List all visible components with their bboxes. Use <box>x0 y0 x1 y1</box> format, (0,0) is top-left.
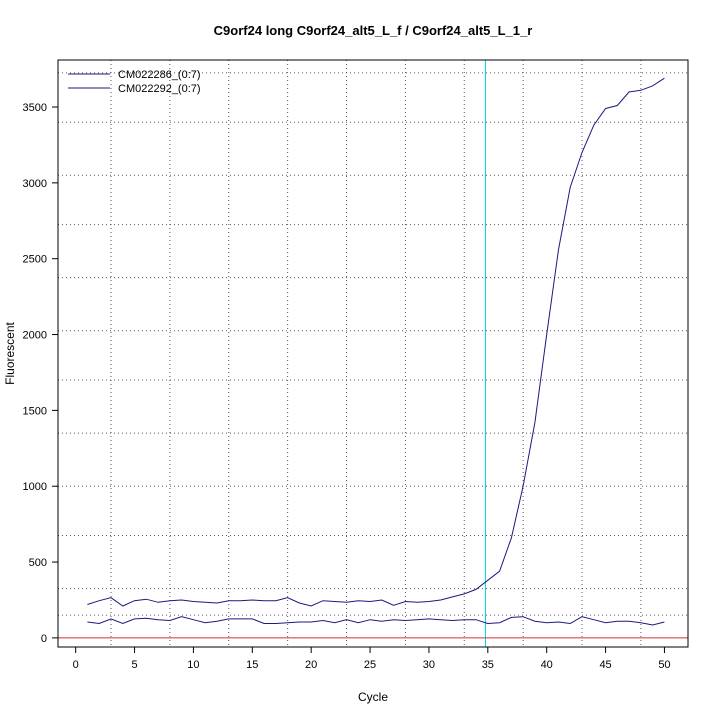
y-tick-label-1: 500 <box>29 557 47 569</box>
x-tick-label-6: 30 <box>423 659 435 671</box>
chart-title: C9orf24 long C9orf24_alt5_L_f / C9orf24_… <box>214 23 533 38</box>
x-axis-label: Cycle <box>358 690 388 704</box>
x-tick-label-10: 50 <box>658 659 670 671</box>
y-tick-label-6: 3000 <box>23 178 47 190</box>
legend-label-2: CM022292_(0:7) <box>118 83 201 95</box>
y-tick-label-7: 3500 <box>23 102 47 114</box>
axis-layer: 0 5 10 15 20 25 30 35 40 45 5005001000150020002500… <box>23 102 671 671</box>
x-tick-label-1: 5 <box>131 659 137 671</box>
x-tick-label-7: 35 <box>482 659 494 671</box>
series-line-2 <box>87 616 665 626</box>
legend-label-1: CM022286_(0:7) <box>118 69 201 81</box>
y-tick-label-2: 1000 <box>23 481 47 493</box>
series-layer <box>87 77 665 626</box>
series-line-1 <box>87 77 665 607</box>
legend: CM022286_(0:7) CM022292_(0:7) <box>68 69 201 95</box>
x-tick-label-0: 0 <box>73 659 79 671</box>
x-tick-label-5: 25 <box>364 659 376 671</box>
x-tick-label-4: 20 <box>305 659 317 671</box>
y-tick-label-4: 2000 <box>23 330 47 342</box>
x-tick-label-3: 15 <box>246 659 258 671</box>
x-tick-label-2: 10 <box>187 659 199 671</box>
x-tick-label-8: 40 <box>541 659 553 671</box>
y-tick-label-0: 0 <box>41 633 47 645</box>
y-tick-label-3: 1500 <box>23 405 47 417</box>
x-tick-label-9: 45 <box>599 659 611 671</box>
plot-frame <box>57 59 689 648</box>
reference-lines <box>58 60 688 647</box>
y-axis-label: Fluorescent <box>3 321 17 384</box>
grid-layer <box>58 60 688 647</box>
y-tick-label-5: 2500 <box>23 254 47 266</box>
